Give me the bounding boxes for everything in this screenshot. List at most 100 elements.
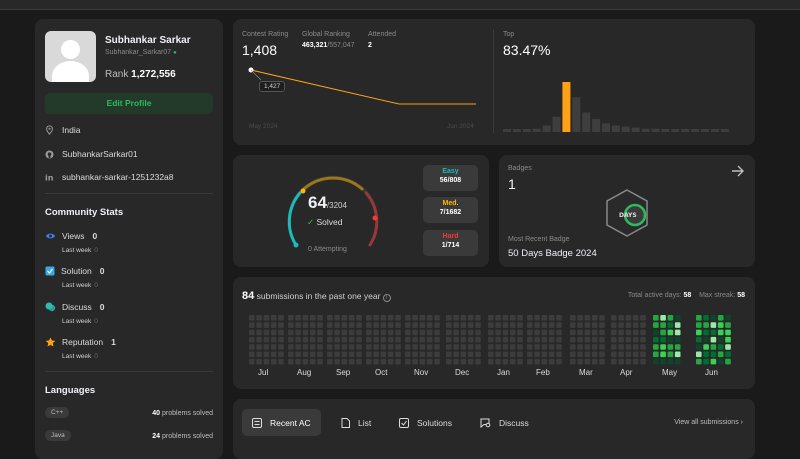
heatmap-cell	[717, 358, 724, 365]
heatmap-cell	[395, 344, 401, 350]
star-icon	[45, 337, 56, 347]
ring-easy	[287, 191, 302, 247]
heatmap-cell	[556, 315, 562, 321]
tab-list[interactable]: List	[331, 409, 381, 436]
rating-line-chart[interactable]	[233, 19, 493, 145]
easy-box[interactable]: Easy 56/808	[423, 165, 478, 191]
github-row[interactable]: SubhankarSarkar01	[45, 149, 138, 159]
recent-badge-name: 50 Days Badge 2024	[508, 248, 597, 259]
github-link[interactable]: SubhankarSarkar01	[62, 149, 138, 159]
heatmap-cell	[667, 329, 674, 336]
heatmap-cell	[256, 322, 262, 328]
heatmap-cell	[710, 322, 717, 328]
heatmap-cell	[556, 329, 562, 336]
heatmap-cell	[348, 315, 355, 321]
linkedin-row[interactable]: in subhankar-sarkar-1251232a8	[45, 172, 174, 182]
avatar[interactable]	[45, 31, 96, 82]
heatmap-cell	[434, 322, 440, 328]
view-all-submissions-link[interactable]: View all submissions ›	[674, 419, 743, 426]
rating-histogram[interactable]	[503, 74, 743, 132]
heatmap-cell	[591, 329, 598, 336]
heatmap-cell	[341, 329, 348, 336]
histogram-bar	[691, 129, 700, 132]
submissions-card: 84 submissions in the past one year i To…	[233, 277, 755, 389]
heatmap-cell	[527, 344, 533, 350]
heatmap-cell	[653, 351, 659, 358]
heatmap-cell	[467, 322, 474, 328]
heatmap-cell	[599, 336, 605, 343]
heatmap-cell	[446, 358, 452, 365]
heatmap-cell	[380, 329, 387, 336]
heatmap-cell	[570, 351, 576, 358]
heatmap-cell	[317, 358, 323, 365]
heatmap-cell	[667, 344, 674, 350]
arrow-right-icon[interactable]	[731, 165, 745, 177]
heatmap-cell	[412, 358, 418, 365]
heatmap-cell	[488, 358, 494, 365]
heatmap-cell	[317, 344, 323, 350]
heatmap-cell	[495, 336, 501, 343]
heatmap-cell	[618, 358, 624, 365]
hard-box[interactable]: Hard 1/714	[423, 230, 478, 256]
heatmap-cell	[584, 351, 591, 358]
heatmap-cell	[295, 329, 301, 336]
edit-profile-button[interactable]: Edit Profile	[45, 93, 213, 114]
tab-discuss[interactable]: Discuss	[470, 409, 539, 436]
heatmap-cell	[660, 351, 666, 358]
heatmap-cell	[366, 336, 372, 343]
histogram-bar	[710, 129, 719, 132]
heatmap-cell	[373, 358, 379, 365]
heatmap-cell	[256, 344, 262, 350]
heatmap-cell	[405, 351, 411, 358]
heatmap-cell	[548, 358, 555, 365]
heatmap-cell	[249, 315, 255, 321]
heatmap-cell	[278, 329, 284, 336]
solved-label: ✓ Solved	[307, 217, 343, 227]
heatmap-cell	[577, 322, 583, 328]
heatmap-cell	[696, 344, 702, 350]
heatmap-cell	[696, 329, 702, 336]
heatmap-cell	[295, 336, 301, 343]
heatmap-cell	[366, 329, 372, 336]
heatmap-cell	[412, 344, 418, 350]
heatmap-cell	[270, 322, 277, 328]
heatmap-cell	[263, 329, 270, 336]
heatmap-cell	[517, 358, 523, 365]
heatmap-cell	[309, 344, 316, 350]
heatmap-cell	[584, 322, 591, 328]
heatmap-cell	[717, 315, 724, 321]
histogram-bar	[611, 125, 620, 132]
histogram-bar	[661, 129, 670, 132]
solved-count: 64/3204	[308, 193, 347, 212]
submission-heatmap[interactable]	[233, 277, 755, 389]
heatmap-cell	[263, 336, 270, 343]
histogram-bar	[562, 82, 571, 132]
heatmap-cell	[446, 315, 452, 321]
heatmap-cell	[380, 344, 387, 350]
heatmap-cell	[717, 336, 724, 343]
stat-views: Views 0	[45, 231, 97, 241]
linkedin-link[interactable]: subhankar-sarkar-1251232a8	[62, 172, 174, 182]
heatmap-cell	[334, 329, 340, 336]
heatmap-cell	[618, 336, 624, 343]
heatmap-cell	[341, 322, 348, 328]
info-icon[interactable]: i	[382, 294, 391, 302]
heatmap-cell	[527, 358, 533, 365]
tab-solutions[interactable]: Solutions	[389, 409, 462, 436]
solved-progress-ring[interactable]	[278, 165, 388, 260]
heatmap-cell	[426, 351, 433, 358]
heatmap-cell	[295, 358, 301, 365]
heatmap-cell	[419, 329, 426, 336]
heatmap-cell	[356, 329, 362, 336]
language-count: 24 problems solved	[152, 433, 213, 440]
tab-recent-ac[interactable]: Recent AC	[242, 409, 321, 436]
heatmap-cell	[426, 322, 433, 328]
heatmap-cell	[577, 358, 583, 365]
location-row: India	[45, 125, 80, 135]
badge-50-days-icon[interactable]: DAYS	[604, 188, 650, 238]
heatmap-cell	[703, 351, 709, 358]
heatmap-cell	[278, 336, 284, 343]
medium-box[interactable]: Med. 7/1682	[423, 197, 478, 223]
heatmap-cell	[548, 322, 555, 328]
heatmap-cell	[488, 336, 494, 343]
